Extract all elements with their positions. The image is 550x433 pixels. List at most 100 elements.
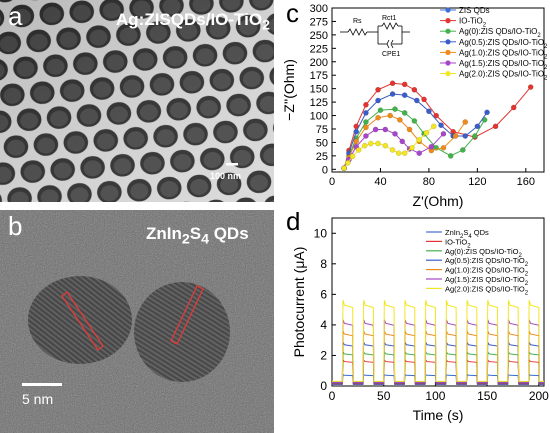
data-point [344,160,351,166]
series-line [332,340,544,384]
panel-b-scale-label: 5 nm [22,391,54,407]
panel-a-title: Ag:ZISQDs/IO-TiO2 [116,10,270,34]
data-point [363,101,369,108]
photocurrent-chart: d 0 50 100 150 200 0 2 4 6 8 10 Time (s) Photocurrent… [286,212,549,423]
legend-label: Ag(1.0):ZIS QDs/IO-TiO2 [445,266,529,278]
y-tick-label: 8 [320,257,327,271]
y-tick-label: 50 [316,137,328,149]
data-point [460,147,466,153]
y-tick-label: 2 [320,348,327,362]
data-point [361,142,368,149]
data-point [421,96,427,103]
data-point [355,147,362,153]
y-tick-label: 175 [310,70,328,82]
data-point [389,91,396,97]
panel-label-d: d [286,212,300,236]
data-point [416,150,423,156]
legend-marker [445,28,451,34]
series-line [332,373,544,385]
legend-label: Ag(0):ZIS QDs/IO-TiO2 [459,27,541,39]
data-point [474,123,481,130]
data-point [367,140,374,147]
y-tick-label: 200 [310,57,328,69]
data-point [363,133,369,139]
data-point [375,97,381,104]
x-tick-label: 120 [468,176,486,188]
y-tick-label: 75 [316,124,328,136]
x-axis-title: Z'(Ohm) [413,193,464,209]
data-point [462,133,469,139]
data-point [375,114,381,121]
resistor-rs [347,28,368,36]
data-point [462,119,469,125]
circuit-label-rs: Rs [353,18,362,25]
series-line [332,300,544,382]
x-tick-label: 50 [377,389,391,403]
data-point [377,107,384,113]
data-point [472,133,478,139]
data-point [387,112,393,119]
data-point [375,140,381,147]
cpe-element [390,39,394,49]
data-point [401,81,408,88]
circuit-label-cpe: CPE1 [382,51,400,58]
legend-label: Ag(0):ZIS QDs/IO-TiO2 [445,247,522,259]
data-point [372,126,379,133]
data-point [409,145,415,151]
sem-image-panel: a Ag:ZISQDs/IO-TiO2 100 nm [0,0,274,202]
y-tick-label: 150 [310,84,328,96]
panel-label-a: a [8,1,23,31]
photocurrent-chart-panel: d 0 50 100 150 200 0 2 4 6 8 10 Time (s) Photocurrent… [280,212,550,433]
tem-image [0,210,274,433]
data-point [363,110,369,116]
plot-frame [331,217,545,387]
data-point [428,143,435,150]
y-tick-label: 300 [310,3,328,15]
data-point [392,131,398,137]
legend-label: Ag(2.0):ZIS QDs/IO-TiO2 [459,70,548,82]
data-point [375,86,381,93]
legend-marker [445,39,451,45]
data-point [413,97,420,104]
x-tick-label: 100 [425,389,445,403]
data-point [423,129,430,136]
data-point [433,112,439,119]
y-tick-label: 125 [310,97,328,109]
data-point [452,133,459,139]
legend-label: ZIS QDs [459,6,490,15]
data-point [438,122,444,129]
panel-label-c: c [286,0,299,28]
data-point [341,165,347,172]
y-tick-label: 100 [310,111,328,123]
nyquist-chart: c0 40 80 120 1600255075100125150175200225250… [281,0,548,209]
x-tick-label: 80 [423,176,435,188]
data-point [510,104,517,111]
legend-marker [445,7,451,13]
y-tick-label: 250 [310,30,328,42]
equivalent-circuit: Rs Rct1 CPE1 [340,15,410,58]
x-tick-label: 40 [374,176,386,188]
y-tick-label: 10 [314,226,328,240]
resistor-rct [381,22,399,30]
sem-image [0,0,274,202]
x-tick-label: 150 [477,389,497,403]
data-point [492,123,499,130]
data-point [389,147,396,153]
data-point [416,136,423,143]
y-tick-label: 0 [322,164,328,176]
nyquist-chart-panel: c 0 40 80 120 160 0 25 50 75 100 125 150 175 200 225 250… [280,0,550,212]
circuit-label-rct: Rct1 [382,15,397,22]
data-point [389,80,396,87]
legend-marker [445,49,451,56]
panel-label-b: b [8,211,23,241]
data-point [440,145,447,151]
y-tick-label: 275 [310,16,328,28]
x-tick-label: 0 [329,389,336,403]
data-point [392,106,398,112]
cpe-element [386,39,390,49]
x-tick-label: 200 [529,389,549,403]
data-point [401,92,408,98]
data-point [399,138,406,145]
data-point [527,84,534,90]
legend-label: Ag(0.5):ZIS QDs/IO-TiO2 [445,256,529,268]
